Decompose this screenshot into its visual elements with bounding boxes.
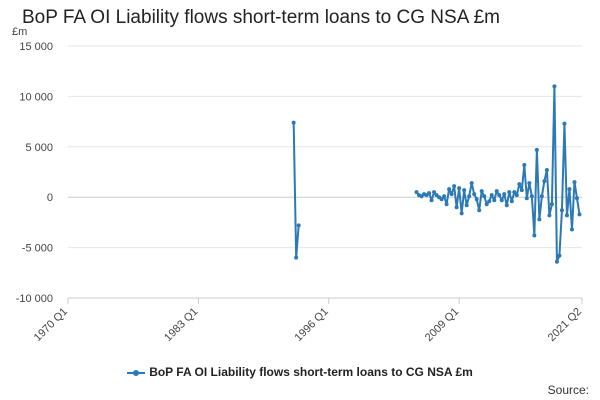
y-tick-label: 0 [47, 192, 53, 204]
data-point [439, 197, 444, 202]
data-point [517, 182, 522, 187]
data-point [544, 167, 549, 172]
y-tick-label: 5 000 [25, 142, 53, 154]
data-point [539, 194, 544, 199]
x-axis: 1970 Q1 1983 Q1 1996 Q1 2009 Q1 2021 Q2 [32, 297, 584, 344]
gridlines [68, 45, 582, 299]
data-point [459, 211, 464, 216]
data-point [464, 203, 469, 208]
data-point [554, 259, 559, 264]
data-point [294, 255, 299, 260]
data-point [474, 197, 479, 202]
data-point [512, 190, 517, 195]
series-points [291, 84, 582, 264]
y-axis-tick-labels: 15 000 10 000 5 000 0 -5 000 -10 000 [16, 41, 53, 305]
data-point [477, 208, 482, 213]
data-point [557, 253, 562, 258]
data-point [507, 190, 512, 195]
data-point [494, 189, 499, 194]
source-label: Source: [547, 383, 589, 397]
data-point [484, 202, 489, 207]
data-point [502, 192, 507, 197]
data-point [577, 212, 582, 217]
data-point [574, 196, 579, 201]
y-axis-unit-label: £m [12, 26, 28, 38]
data-point [414, 190, 419, 195]
data-point [291, 120, 296, 125]
legend-swatch-dot [133, 369, 140, 376]
data-point [492, 198, 497, 203]
data-point [572, 180, 577, 185]
chart-title: BoP FA OI Liability flows short-term loa… [22, 7, 500, 28]
y-tick-label: 10 000 [19, 91, 53, 103]
data-point [442, 194, 447, 199]
data-point [559, 208, 564, 213]
data-point [522, 162, 527, 167]
y-tick-label: -10 000 [16, 293, 53, 305]
data-point [564, 213, 569, 218]
data-point [509, 199, 514, 204]
data-point [504, 203, 509, 208]
data-point [482, 194, 487, 199]
data-point [429, 198, 434, 203]
data-point [499, 198, 504, 203]
data-point [489, 193, 494, 198]
y-tick-label: -5 000 [22, 243, 53, 255]
data-point [532, 233, 537, 238]
x-tick-label: 1983 Q1 [162, 306, 200, 344]
data-point [449, 192, 454, 197]
data-point [457, 186, 462, 191]
data-point [552, 84, 557, 89]
x-tick-label: 2009 Q1 [423, 306, 461, 344]
data-point [547, 213, 552, 218]
data-point [447, 187, 452, 192]
series-line [292, 122, 300, 259]
data-point [514, 193, 519, 198]
series-lines [292, 85, 581, 263]
legend: BoP FA OI Liability flows short-term loa… [0, 365, 600, 379]
data-point [534, 147, 539, 152]
data-point [467, 194, 472, 199]
series-line [415, 85, 581, 263]
legend-swatch [127, 368, 146, 378]
data-point [562, 121, 567, 126]
y-tick-label: 15 000 [19, 41, 53, 53]
data-point [542, 179, 547, 184]
x-tick-label: 2021 Q2 [546, 306, 584, 344]
data-point [549, 202, 554, 207]
data-point [529, 194, 534, 199]
data-point [427, 191, 432, 196]
data-point [524, 196, 529, 201]
data-point [569, 227, 574, 232]
data-point [296, 223, 301, 228]
data-point [537, 217, 542, 222]
legend-label: BoP FA OI Liability flows short-term loa… [149, 365, 473, 379]
x-tick-label: 1970 Q1 [32, 306, 70, 344]
data-point [432, 190, 437, 195]
data-point [487, 199, 492, 204]
data-point [462, 188, 467, 193]
data-point [444, 202, 449, 207]
data-point [519, 188, 524, 193]
data-point [479, 189, 484, 194]
data-point [452, 184, 457, 189]
data-point [497, 193, 502, 198]
data-point [567, 187, 572, 192]
data-point [472, 192, 477, 197]
data-point [527, 181, 532, 186]
data-point [469, 181, 474, 186]
x-tick-label: 1996 Q1 [293, 306, 331, 344]
data-point [454, 205, 459, 210]
